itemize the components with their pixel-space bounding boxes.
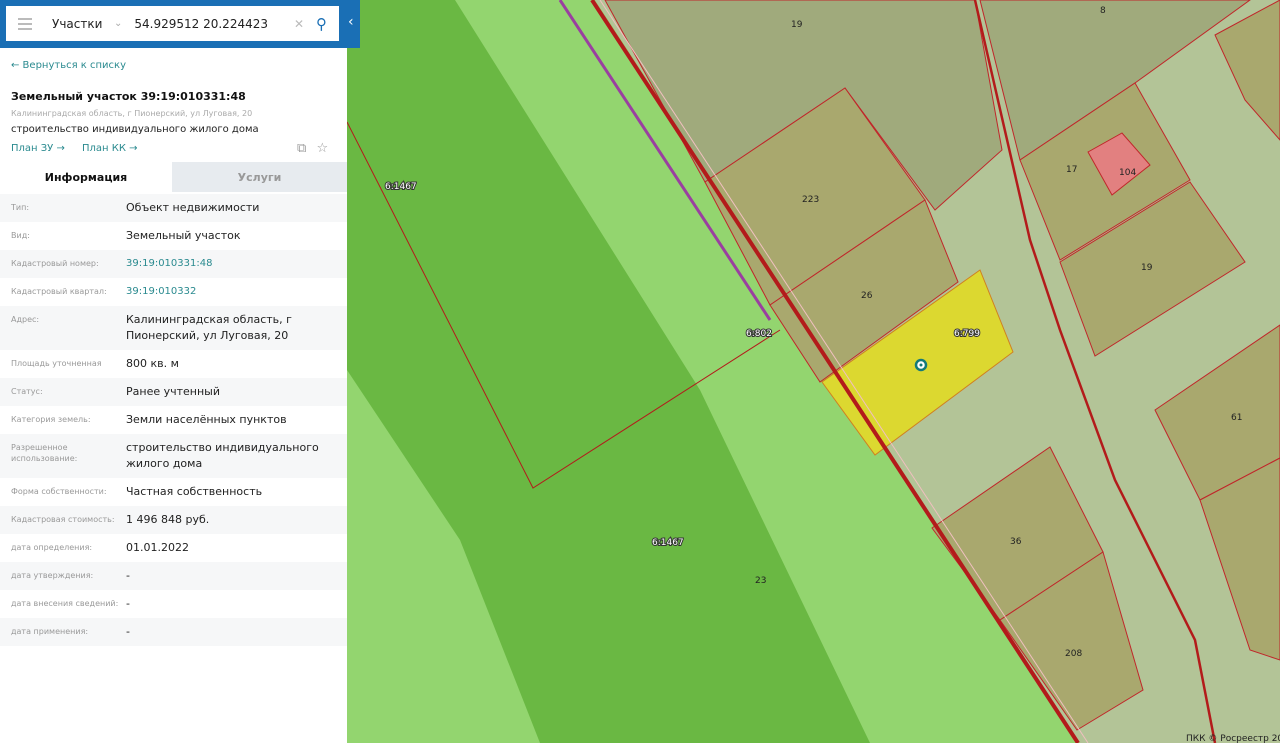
map-label: 6:1467	[652, 538, 684, 548]
info-key: Кадастровый квартал:	[11, 287, 107, 296]
info-row: дата применения: -	[0, 618, 347, 646]
purple-line	[558, 0, 772, 321]
map-label: 23	[755, 576, 766, 586]
parcels	[604, 0, 1280, 731]
parcel-use: строительство индивидуального жилого дом…	[11, 124, 259, 135]
info-row: Площадь уточненная 800 кв. м	[0, 350, 347, 378]
collapse-panel-icon[interactable]: ‹	[348, 14, 354, 30]
map-label: 208	[1065, 649, 1082, 659]
map-label: 26	[861, 291, 873, 301]
info-key: Категория земель:	[11, 415, 91, 424]
map-label: 17	[1066, 165, 1077, 175]
map-label: 36	[1010, 537, 1022, 547]
info-value: -	[126, 569, 130, 582]
info-row: Адрес: Калининградская область, г Пионерс…	[0, 306, 347, 350]
street-boundary	[973, 0, 1217, 743]
info-key: дата определения:	[11, 543, 93, 552]
info-row: Вид: Земельный участок	[0, 222, 347, 250]
info-row: дата определения: 01.01.2022	[0, 534, 347, 562]
info-key: Разрешенное использование:	[11, 443, 78, 463]
map-label: 8	[1100, 6, 1106, 16]
info-value: Ранее учтенный	[126, 385, 220, 398]
info-value: Частная собственность	[126, 485, 263, 498]
parcel-title: Земельный участок 39:19:010331:48	[11, 90, 246, 103]
map-label: 19	[791, 20, 803, 30]
parcel-far-right[interactable]	[1199, 457, 1280, 661]
layer-select[interactable]: Участки	[52, 16, 103, 31]
info-row: дата утверждения: -	[0, 562, 347, 590]
top-bar: Участки ⌄ 54.929512 20.224423 ✕ ⚲ ‹	[0, 0, 360, 48]
forest-zone[interactable]	[347, 0, 870, 743]
info-value[interactable]: 39:19:010332	[126, 286, 197, 297]
info-value: 800 кв. м	[126, 357, 179, 370]
map-label: 6:799	[954, 329, 980, 339]
info-value: Калининградская область, г Пионерский, у…	[126, 313, 292, 342]
road-boundary-thin	[599, 0, 1089, 743]
plan-zu-link[interactable]: План ЗУ →	[11, 143, 65, 154]
map-label: 104	[1119, 168, 1136, 178]
parcel-26[interactable]	[769, 199, 959, 383]
search-on-map-icon[interactable]: ⧉	[297, 141, 307, 156]
map-label: 6:1467	[385, 182, 417, 192]
parcel-address: Калининградская область, г Пионерский, у…	[11, 109, 253, 118]
info-value: -	[126, 597, 130, 610]
info-value: 1 496 848 руб.	[126, 513, 210, 526]
info-row: Категория земель: Земли населённых пункто…	[0, 406, 347, 434]
plan-kk-link[interactable]: План КК →	[82, 143, 138, 154]
info-panel: ← Вернуться к списку Земельный участок 3…	[0, 0, 347, 743]
map-copyright: ПКК © Росреестр 2019	[1186, 734, 1280, 743]
close-icon[interactable]: ✕	[293, 16, 304, 31]
map-label: 19	[1141, 263, 1153, 273]
info-row: Кадастровый квартал: 39:19:010332	[0, 278, 347, 306]
info-key: Форма собственности:	[11, 487, 107, 496]
hamburger-icon[interactable]	[18, 15, 32, 33]
search-icon[interactable]: ⚲	[316, 14, 327, 33]
info-value: Объект недвижимости	[126, 201, 260, 214]
star-icon[interactable]: ☆	[316, 141, 329, 156]
info-row: Статус: Ранее учтенный	[0, 378, 347, 406]
info-row: Разрешенное использование: строительство …	[0, 434, 347, 478]
back-to-list-link[interactable]: ← Вернуться к списку	[11, 60, 126, 71]
chevron-down-icon[interactable]: ⌄	[114, 18, 123, 29]
info-table: Тип: Объект недвижимости Вид: Земельный уча…	[0, 194, 347, 646]
info-value: -	[126, 625, 130, 638]
info-row: Кадастровый номер: 39:19:010331:48	[0, 250, 347, 278]
info-key: Вид:	[11, 231, 30, 240]
info-key: Статус:	[11, 387, 43, 396]
map-label: 61	[1231, 413, 1242, 423]
info-key: Кадастровая стоимость:	[11, 515, 115, 524]
map-label: 6:802	[746, 329, 772, 339]
forest-boundary	[346, 121, 781, 489]
info-key: дата утверждения:	[11, 571, 94, 580]
search-input[interactable]: 54.929512 20.224423	[134, 16, 268, 31]
info-value: строительство индивидуального жилого дом…	[126, 441, 319, 470]
info-key: Адрес:	[11, 315, 40, 324]
map-label: 223	[802, 195, 819, 205]
info-value: 01.01.2022	[126, 541, 189, 554]
tab-services[interactable]: Услуги	[172, 162, 347, 192]
info-key: дата применения:	[11, 627, 89, 636]
info-row: Тип: Объект недвижимости	[0, 194, 347, 222]
info-key: Тип:	[11, 203, 30, 212]
info-value[interactable]: 39:19:010331:48	[126, 258, 213, 269]
search-bar: Участки ⌄ 54.929512 20.224423 ✕ ⚲	[6, 6, 339, 41]
road-boundary	[590, 0, 1080, 743]
tab-information[interactable]: Информация	[0, 162, 172, 192]
info-value: Земли населённых пунктов	[126, 413, 287, 426]
info-row: дата внесения сведений: -	[0, 590, 347, 618]
info-key: Кадастровый номер:	[11, 259, 99, 268]
parcel-19-right[interactable]	[1059, 181, 1246, 357]
info-key: дата внесения сведений:	[11, 599, 119, 608]
info-row: Форма собственности: Частная собственност…	[0, 478, 347, 506]
parcel-far-top-right[interactable]	[1214, 0, 1280, 141]
building-104[interactable]	[1087, 132, 1151, 196]
info-key: Площадь уточненная	[11, 359, 102, 368]
info-value: Земельный участок	[126, 229, 241, 242]
parcel-208[interactable]	[999, 551, 1144, 731]
info-row: Кадастровая стоимость: 1 496 848 руб.	[0, 506, 347, 534]
parcel-61[interactable]	[1154, 324, 1280, 501]
